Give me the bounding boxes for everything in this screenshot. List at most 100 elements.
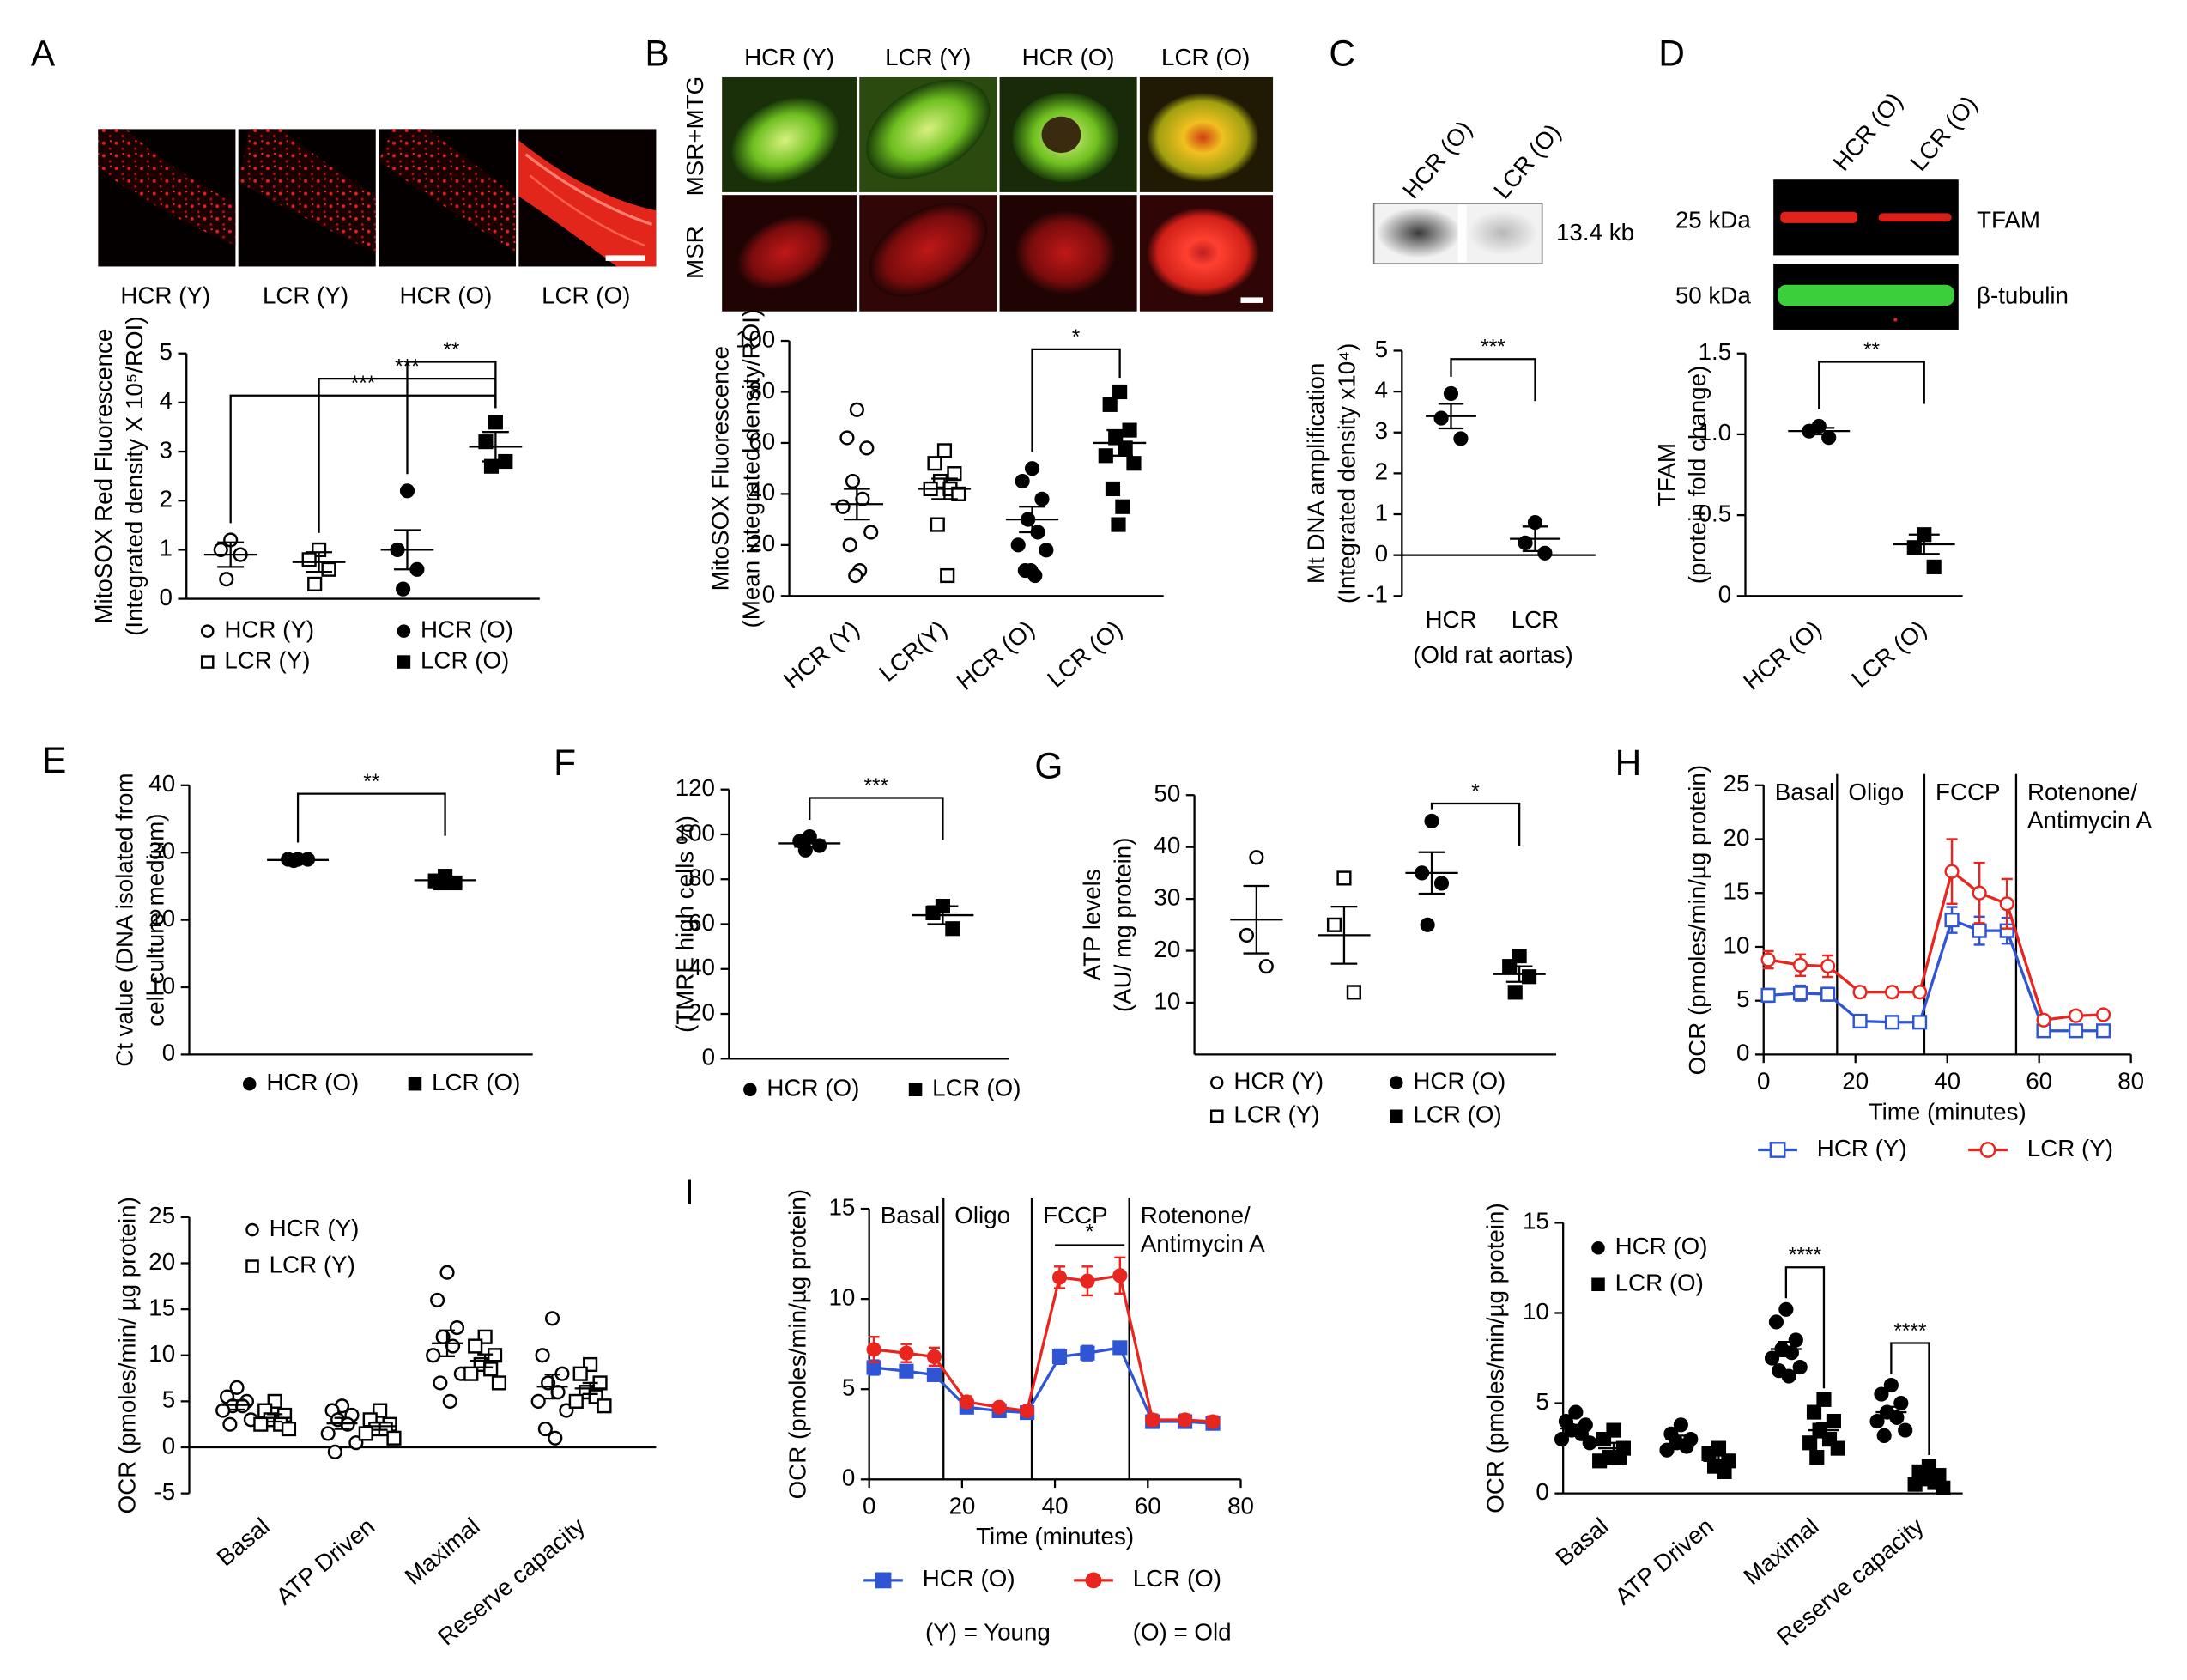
y-tick-label: 30 [148, 838, 175, 864]
data-point [1024, 461, 1040, 476]
data-point [930, 517, 945, 532]
data-point [327, 1444, 342, 1459]
data-point [1906, 540, 1922, 555]
x-tick-label: Maximal [400, 1513, 485, 1590]
significance-bracket [1430, 802, 1521, 846]
image-label: HCR (O) [399, 282, 492, 309]
data-point [1112, 384, 1128, 400]
y-tick-label: 3 [159, 436, 172, 463]
data-point [463, 1366, 479, 1381]
data-point [396, 581, 411, 597]
data-point [1205, 1414, 1221, 1429]
phase-label: Oligo [1848, 779, 1904, 805]
chart-panel: I 0 5 10 15 OCR (pmoles/min/µg protein) 0 20 40 6… [684, 1172, 1265, 1645]
y-axis-label: (AU/ mg protein) [1109, 838, 1136, 1013]
data-point [1051, 1349, 1068, 1364]
x-tick-label: LCR [1512, 606, 1560, 633]
y-tick-label: 25 [1724, 770, 1750, 797]
data-point [1792, 1359, 1808, 1375]
phase-label: Oligo [954, 1202, 1010, 1228]
data-point [2095, 1023, 2111, 1039]
y-tick-label: 40 [1154, 832, 1180, 858]
legend-marker [1591, 1277, 1605, 1292]
y-tick-label: 4 [159, 387, 172, 414]
panel-letter: D [1658, 33, 1685, 74]
x-tick-label: ATP Driven [271, 1513, 380, 1610]
data-point [1820, 958, 1836, 974]
data-point [483, 458, 500, 474]
y-axis-label: MitoSOX Red Fluorescence [90, 329, 117, 624]
data-point [1944, 913, 1960, 928]
legend-marker [1591, 1241, 1605, 1255]
data-point [1015, 473, 1030, 489]
x-tick-label: Basal [1550, 1513, 1613, 1571]
legend-marker [1209, 1076, 1224, 1089]
data-point [488, 415, 503, 430]
legend-label: LCR (O) [1133, 1565, 1221, 1592]
data-point [1126, 456, 1142, 471]
data-point [842, 537, 857, 553]
data-point [1701, 1446, 1717, 1461]
microscopy-images [98, 129, 657, 267]
y-axis-label: (TMRE high cells %) [672, 816, 699, 1033]
data-point [1105, 481, 1121, 497]
data-point [321, 561, 336, 577]
y-tick-label: 40 [688, 954, 715, 980]
legend-marker [908, 1083, 923, 1096]
legend-label: HCR (Y) [1817, 1135, 1907, 1161]
significance-label: * [1072, 325, 1081, 349]
data-point [433, 1375, 448, 1391]
data-point [991, 1399, 1007, 1415]
data-point [1433, 876, 1450, 891]
data-point [1023, 562, 1039, 579]
x-tick-label: 80 [2117, 1067, 2144, 1094]
data-point [213, 542, 228, 557]
data-point [449, 1319, 465, 1336]
data-point [835, 499, 851, 514]
y-tick-label: 100 [675, 819, 715, 846]
x-tick-label: LCR (O) [1042, 616, 1127, 693]
data-point [1912, 1015, 1928, 1030]
legend-label: HCR (Y) [270, 1215, 360, 1241]
panel-letter: E [42, 740, 66, 780]
y-tick-label: 10 [1724, 931, 1750, 958]
y-axis-label: (protein fold change) [1684, 366, 1711, 585]
y-tick-label: 25 [148, 1202, 175, 1228]
lane-label: HCR (O) [1397, 116, 1477, 204]
x-tick-label: 20 [1842, 1067, 1869, 1094]
data-point [1830, 1440, 1845, 1456]
legend-marker [200, 655, 215, 669]
y-tick-label: 2 [159, 486, 172, 512]
legend-marker [743, 1083, 757, 1096]
data-point [1568, 1404, 1584, 1420]
y-tick-label: 100 [736, 325, 775, 352]
data-point [1760, 987, 1776, 1003]
x-tick-label: 60 [2026, 1067, 2052, 1094]
data-point [1884, 1015, 1900, 1030]
y-tick-label: 20 [688, 998, 715, 1025]
data-point [947, 466, 962, 482]
data-point [1717, 1464, 1732, 1479]
y-axis-label: ATP levels [1078, 869, 1105, 980]
data-point [1443, 385, 1459, 402]
y-axis-label: OCR (pmoles/min/µg protein) [1482, 1203, 1509, 1513]
data-point [945, 921, 960, 937]
y-tick-label: 10 [1154, 987, 1180, 1014]
phase-label: Basal [881, 1202, 940, 1228]
data-point [1420, 917, 1435, 932]
data-point [1111, 517, 1126, 532]
x-axis-label: Time (minutes) [1869, 1098, 2026, 1125]
data-point [386, 1430, 402, 1446]
data-point [1869, 1413, 1885, 1429]
y-axis-label: (Integrated density x10⁴) [1334, 343, 1360, 603]
y-axis-label: OCR (pmoles/min/µg protein) [1684, 765, 1711, 1075]
legend-marker [245, 1222, 259, 1237]
data-point [439, 1265, 455, 1280]
significance-label: *** [1481, 336, 1505, 359]
data-point [959, 1394, 974, 1410]
x-tick-label: 60 [1135, 1492, 1161, 1519]
x-tick-label: 20 [948, 1492, 975, 1519]
legend-label: LCR (Y) [1233, 1101, 1319, 1128]
panel-letter: G [1034, 745, 1063, 785]
